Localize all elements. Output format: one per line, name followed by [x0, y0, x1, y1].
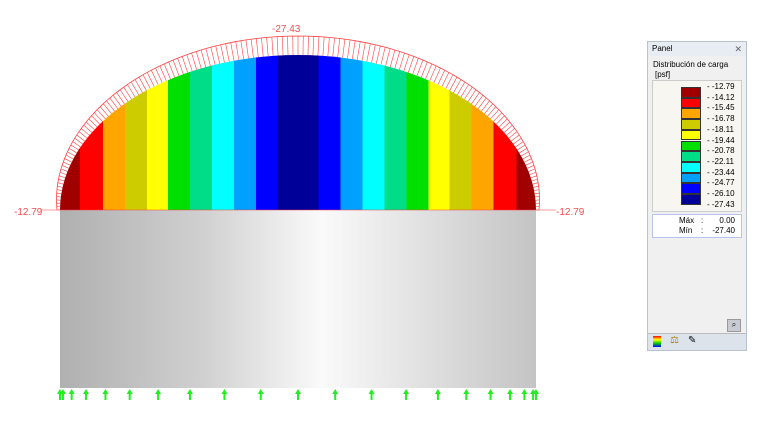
min-value: -27.40	[712, 226, 735, 235]
load-band	[449, 55, 472, 210]
max-load-label: -27.43	[272, 24, 301, 35]
legend-value: - -23.44	[707, 167, 735, 177]
support-icon	[257, 389, 264, 400]
legend-swatch	[681, 194, 701, 205]
support-icon	[487, 389, 494, 400]
balance-icon[interactable]: ⚖	[670, 335, 679, 346]
legend-swatch	[681, 129, 701, 141]
load-band	[256, 55, 279, 210]
legend-value: - -26.10	[707, 189, 735, 198]
load-band	[428, 55, 450, 210]
legend-value: - -18.11	[707, 124, 734, 134]
load-band	[362, 55, 385, 210]
load-band	[406, 55, 429, 210]
support-icon	[126, 389, 133, 400]
color-scale-icon[interactable]	[653, 336, 661, 347]
support-icon	[186, 389, 193, 400]
support-icon	[434, 389, 441, 400]
support-icon	[102, 389, 109, 400]
right-load-label: -12.79	[556, 207, 585, 218]
support-icon	[155, 389, 162, 400]
load-outline	[56, 35, 540, 211]
panel: Panel ✕ Distribución de carga [psf] - -1…	[647, 41, 747, 351]
panel-title: Panel	[648, 42, 746, 56]
legend-swatch	[681, 97, 701, 109]
load-band	[516, 55, 536, 210]
support-icon	[533, 389, 539, 400]
support-icon	[68, 389, 75, 400]
support-icon	[521, 389, 528, 400]
dome-load-distribution	[60, 55, 536, 210]
load-band	[493, 55, 517, 210]
left-load-label: -12.79	[14, 207, 43, 218]
legend-value: - -16.78	[707, 114, 735, 124]
legend-swatch	[681, 140, 701, 152]
panel-heading: Distribución de carga	[653, 60, 729, 69]
load-band	[103, 55, 126, 210]
support-icon	[332, 389, 339, 400]
legend-value: - -20.78	[707, 146, 735, 156]
max-value: 0.00	[719, 216, 735, 225]
load-band	[234, 55, 257, 210]
legend-swatch	[681, 151, 701, 162]
min-label: Mín	[679, 226, 693, 235]
load-band	[471, 55, 494, 210]
load-band	[298, 55, 319, 210]
load-band	[190, 55, 213, 210]
load-band	[384, 55, 407, 210]
support-icon	[507, 389, 514, 400]
support-icon	[82, 389, 89, 400]
legend-value: - -12.79	[707, 82, 735, 91]
legend-swatch	[681, 108, 701, 120]
load-band	[147, 55, 169, 210]
color-legend: - -12.79- -14.12- -15.45- -16.78- -18.11…	[652, 80, 742, 212]
legend-swatch	[681, 161, 701, 173]
close-icon[interactable]: ✕	[734, 44, 742, 54]
support-icon	[295, 389, 301, 400]
legend-value: - -19.44	[707, 135, 735, 145]
legend-value: - -24.77	[707, 178, 735, 188]
support-icon	[368, 389, 375, 400]
legend-swatch	[681, 87, 701, 98]
cylinder-wall	[60, 210, 536, 388]
legend-swatch	[681, 183, 701, 194]
load-band	[168, 55, 191, 210]
support-icon	[221, 389, 228, 400]
edit-icon[interactable]: ✎	[688, 335, 697, 346]
legend-value: - -22.11	[707, 156, 734, 166]
unit-label: [psf]	[655, 70, 671, 79]
load-band	[212, 55, 235, 210]
legend-value: - -27.43	[707, 199, 735, 209]
max-min-box: Máx : 0.00 Mín : -27.40	[652, 214, 742, 238]
load-band	[125, 55, 148, 210]
support-icon	[403, 389, 410, 400]
support-icon	[463, 389, 470, 400]
load-band	[340, 55, 363, 210]
load-band	[318, 55, 341, 210]
legend-value: - -14.12	[707, 92, 735, 102]
legend-value: - -15.45	[707, 103, 735, 113]
load-band	[60, 55, 81, 210]
legend-swatch	[681, 172, 701, 184]
support-icon	[59, 389, 66, 400]
max-label: Máx	[679, 216, 695, 225]
zoom-icon[interactable]: ⌕	[727, 319, 741, 332]
legend-swatch	[681, 119, 701, 130]
load-band	[278, 55, 299, 210]
